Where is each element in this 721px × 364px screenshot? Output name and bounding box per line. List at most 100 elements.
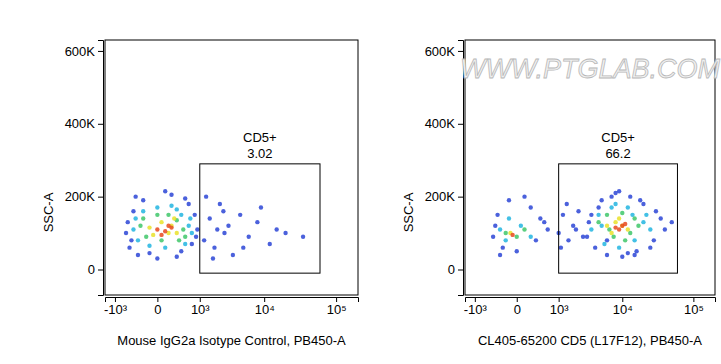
x-tick: 10⁵ [327,297,347,317]
y-tick: 600K [65,44,103,59]
event-dot [155,213,159,217]
event-dot [193,213,197,217]
event-dot [632,216,636,220]
event-dot [211,256,215,260]
event-dot [574,227,578,231]
y-axis: 0200K400K600K [65,41,104,296]
event-dot [620,211,624,215]
event-dot [534,238,538,242]
x-tick: 0 [154,297,161,317]
panel: CD5+66.2-10³010³10⁴10⁵0200K400K600KCL405… [401,40,720,348]
x-tick: -10³ [464,297,488,317]
event-dot [529,205,533,209]
x-tick-label: 10³ [191,302,210,317]
event-dot [515,249,519,253]
event-dot [131,227,135,231]
event-dot [613,220,617,224]
event-dot [636,224,640,228]
event-dot [177,238,181,242]
event-dot [623,238,627,242]
event-dot [175,231,179,235]
event-dot [491,235,495,239]
event-dot [510,233,514,237]
x-tick-label: 0 [154,302,161,317]
event-dot [147,225,151,229]
x-tick-label: -10³ [104,302,128,317]
y-tick: 0 [88,262,103,277]
y-tick: 200K [65,189,103,204]
event-dot [190,231,194,235]
event-dot [659,216,663,220]
event-dot [566,238,570,242]
event-dot [195,227,199,231]
y-tick-label: 200K [65,189,96,204]
gate-value: 3.02 [247,146,272,161]
event-dot [144,235,148,239]
y-tick-mark [98,124,103,125]
event-dot [301,235,305,239]
x-tick: 10⁵ [684,297,704,317]
event-dot [559,245,563,249]
event-dot [169,225,173,229]
event-dot [241,245,245,249]
event-dot [581,235,585,239]
event-dot [141,198,145,202]
event-dot [183,235,187,239]
event-dot [654,209,658,213]
event-dot [133,194,137,198]
event-dot [542,220,546,224]
y-tick-mark [98,197,103,198]
event-dot [609,194,613,198]
event-dot [589,213,593,217]
event-dot [596,205,600,209]
plot-area [491,164,678,273]
event-dot [632,253,636,257]
x-tick: 0 [514,297,521,317]
y-tick-label: 600K [425,44,456,59]
event-dot [212,245,216,249]
event-dot [133,216,137,220]
event-dot [593,245,597,249]
event-dot [605,253,609,257]
y-tick-mark [458,270,463,271]
event-dot [163,189,167,193]
event-dot [605,238,609,242]
event-dot [641,220,645,224]
event-dot [628,194,632,198]
event-dot [175,207,179,211]
event-dot [507,216,511,220]
gate-label: CD5+ [243,130,277,145]
event-dot [605,213,609,217]
event-dot [131,209,135,213]
event-dot [169,193,173,197]
event-dot [187,202,191,206]
x-tick-label: -10³ [464,302,488,317]
event-dot [522,194,526,198]
event-dot [169,204,173,208]
event-dot [641,202,645,206]
y-tick-label: 400K [425,116,456,131]
panel: CD5+3.02-10³010³10⁴10⁵0200K400K600KMouse… [41,40,359,348]
gate-value: 66.2 [605,146,630,161]
event-dot [599,198,603,202]
event-dot [187,224,191,228]
y-tick-label: 0 [448,262,455,277]
event-dot [609,231,613,235]
event-dot [238,213,242,217]
x-axis-title: Mouse IgG2a Isotype Control, PB450-A [117,333,346,348]
event-dot [283,231,287,235]
event-dot [617,245,621,249]
series [138,213,187,243]
y-axis-title: SSC-A [41,192,56,232]
event-dot [529,235,533,239]
event-dot [215,227,219,231]
y-tick-label: 200K [425,189,456,204]
event-dot [159,238,163,242]
x-tick-label: 10⁵ [684,302,704,317]
event-dot [589,227,593,231]
event-dot [155,205,159,209]
event-dot [218,202,222,206]
x-tick-label: 0 [514,302,521,317]
y-tick-mark [458,124,463,125]
event-dot [565,202,569,206]
